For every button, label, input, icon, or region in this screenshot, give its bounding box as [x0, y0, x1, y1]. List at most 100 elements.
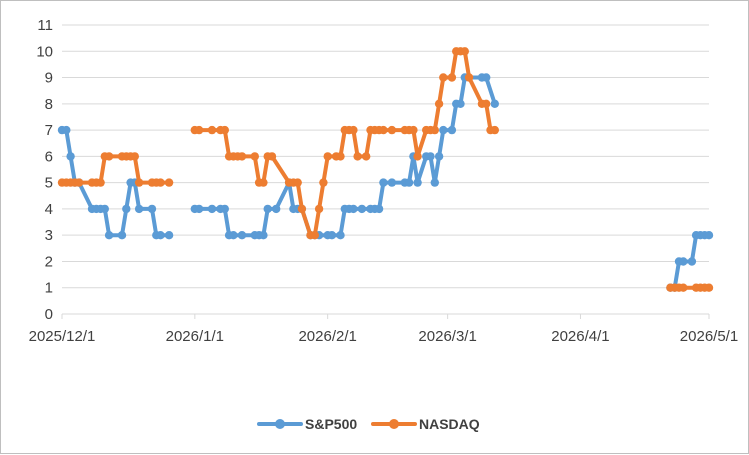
- legend-swatch-marker: [275, 419, 285, 429]
- y-tick-label: 9: [45, 70, 53, 87]
- gridlines: [62, 24, 709, 315]
- data-point: [220, 204, 229, 214]
- data-point: [310, 231, 319, 240]
- data-point: [687, 257, 697, 266]
- data-point: [327, 231, 337, 240]
- x-tick-label: 2026/5/1: [680, 328, 738, 345]
- data-point: [250, 152, 259, 161]
- y-axis-ticks: 0 1 2 3 4 5 6 7 8 9 10 11: [36, 17, 53, 323]
- x-tick-label: 2025/12/1: [29, 328, 96, 345]
- data-point: [229, 231, 238, 240]
- data-point: [434, 152, 444, 161]
- data-point: [297, 204, 307, 214]
- y-tick-label: 4: [45, 201, 53, 218]
- data-point: [122, 204, 131, 214]
- data-point: [679, 283, 688, 292]
- data-point: [336, 152, 345, 161]
- data-point: [349, 125, 358, 135]
- y-tick-label: 7: [45, 122, 53, 139]
- x-tick-label: 2026/3/1: [418, 328, 476, 345]
- data-point: [490, 99, 499, 109]
- y-tick-label: 8: [45, 96, 53, 113]
- data-point: [259, 231, 268, 240]
- y-tick-label: 6: [45, 148, 53, 165]
- data-point: [434, 99, 444, 109]
- data-point: [104, 231, 114, 240]
- x-tick-label: 2026/1/1: [166, 328, 224, 345]
- data-point: [220, 125, 229, 135]
- y-tick-label: 11: [37, 17, 53, 34]
- data-point: [404, 178, 414, 187]
- y-tick-label: 2: [45, 253, 53, 270]
- data-point: [147, 204, 157, 214]
- data-point: [323, 152, 332, 161]
- data-point: [134, 178, 144, 187]
- data-point: [704, 283, 714, 292]
- data-point: [74, 178, 84, 187]
- data-point: [100, 204, 110, 214]
- data-point: [482, 73, 491, 82]
- x-axis-ticks: 2025/12/1 2026/1/1 2026/2/1 2026/3/1 2026/4/…: [29, 314, 738, 345]
- legend-item: S&P500: [257, 416, 357, 432]
- data-point: [164, 178, 174, 187]
- data-point: [362, 152, 371, 161]
- data-point: [379, 125, 388, 135]
- data-point: [704, 231, 714, 240]
- data-point: [409, 125, 418, 135]
- data-point: [156, 231, 165, 240]
- data-point: [194, 204, 204, 214]
- data-point: [357, 204, 367, 214]
- data-point: [439, 125, 448, 135]
- data-point: [314, 204, 324, 214]
- data-point: [319, 178, 328, 187]
- data-point: [66, 152, 75, 161]
- data-point: [207, 204, 217, 214]
- data-point: [374, 204, 384, 214]
- data-point: [237, 152, 247, 161]
- x-tick-label: 2026/4/1: [551, 328, 609, 345]
- data-point: [426, 152, 435, 161]
- y-tick-label: 10: [36, 43, 53, 60]
- data-point: [130, 152, 139, 161]
- data-point: [117, 231, 127, 240]
- data-point: [293, 178, 302, 187]
- data-point: [259, 178, 268, 187]
- x-tick-label: 2026/2/1: [298, 328, 356, 345]
- data-point: [379, 178, 388, 187]
- data-point: [460, 47, 469, 56]
- data-point: [104, 152, 114, 161]
- data-point: [447, 125, 457, 135]
- data-point: [336, 231, 345, 240]
- legend: S&P500 NASDAQ: [257, 416, 480, 432]
- data-point: [134, 204, 144, 214]
- data-point: [387, 125, 397, 135]
- data-point: [447, 73, 457, 82]
- data-point: [430, 178, 439, 187]
- legend-item: NASDAQ: [371, 416, 480, 432]
- series-1: [57, 47, 714, 292]
- y-tick-label: 0: [45, 306, 53, 323]
- data-point: [96, 178, 105, 187]
- data-point: [439, 73, 448, 82]
- data-point: [430, 125, 439, 135]
- data-point: [456, 99, 465, 109]
- data-point: [62, 125, 71, 135]
- data-point: [237, 231, 247, 240]
- y-tick-label: 5: [45, 175, 53, 192]
- legend-swatch-marker: [389, 419, 399, 429]
- data-point: [679, 257, 688, 266]
- legend-label: NASDAQ: [419, 416, 480, 432]
- data-point: [267, 152, 277, 161]
- data-point: [349, 204, 358, 214]
- data-point: [207, 125, 217, 135]
- data-point: [482, 99, 491, 109]
- data-point: [272, 204, 281, 214]
- legend-label: S&P500: [305, 416, 357, 432]
- data-point: [464, 73, 474, 82]
- y-tick-label: 1: [45, 280, 53, 297]
- data-point: [490, 125, 499, 135]
- data-point: [353, 152, 362, 161]
- y-tick-label: 3: [45, 227, 53, 244]
- data-point: [263, 204, 272, 214]
